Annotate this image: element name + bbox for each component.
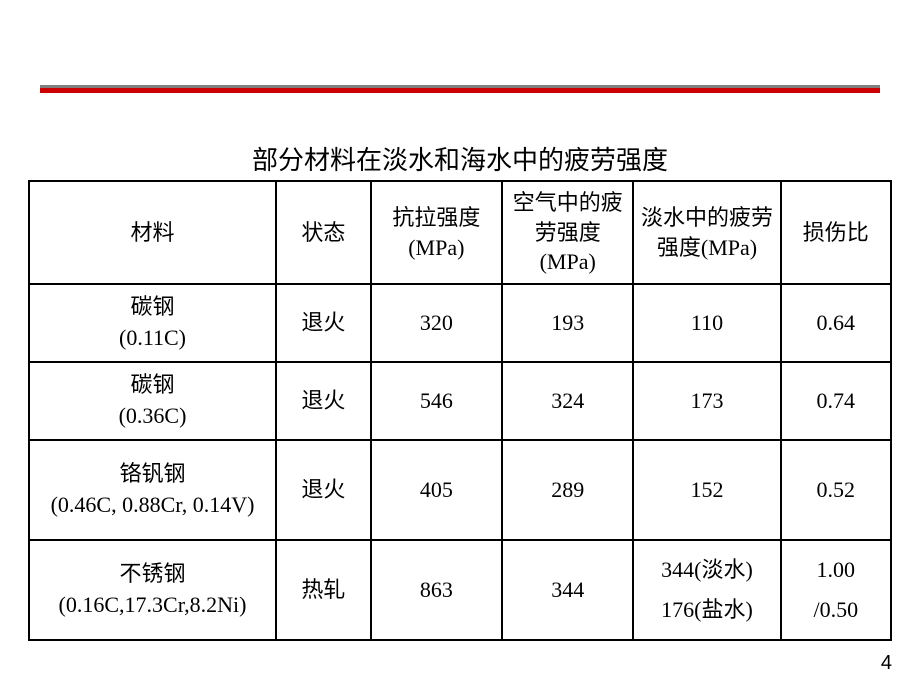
cell-water: 152 <box>633 440 780 540</box>
fatigue-table: 材料 状态 抗拉强度(MPa) 空气中的疲劳强度(MPa) 淡水中的疲劳强度(M… <box>28 180 892 641</box>
cell-material: 不锈钢 (0.16C,17.3Cr,8.2Ni) <box>29 540 276 640</box>
ratio-b: /0.50 <box>813 595 858 625</box>
cell-water: 110 <box>633 284 780 362</box>
col-header-tensile: 抗拉强度(MPa) <box>371 181 502 284</box>
material-name: 碳钢 <box>34 370 271 401</box>
table-row: 碳钢 (0.36C) 退火 546 324 173 0.74 <box>29 362 891 440</box>
cell-material: 铬钒钢 (0.46C, 0.88Cr, 0.14V) <box>29 440 276 540</box>
cell-state: 退火 <box>276 362 371 440</box>
table-row: 不锈钢 (0.16C,17.3Cr,8.2Ni) 热轧 863 344 344(… <box>29 540 891 640</box>
material-name: 碳钢 <box>34 292 271 323</box>
col-header-material: 材料 <box>29 181 276 284</box>
material-comp: (0.11C) <box>34 323 271 354</box>
col-header-ratio: 损伤比 <box>781 181 891 284</box>
cell-water: 173 <box>633 362 780 440</box>
cell-water: 344(淡水) 176(盐水) <box>633 540 780 640</box>
cell-material: 碳钢 (0.11C) <box>29 284 276 362</box>
material-comp: (0.46C, 0.88Cr, 0.14V) <box>34 490 271 521</box>
material-name: 铬钒钢 <box>34 459 271 490</box>
cell-state: 退火 <box>276 284 371 362</box>
col-header-state: 状态 <box>276 181 371 284</box>
cell-air: 324 <box>502 362 633 440</box>
col-header-water: 淡水中的疲劳强度(MPa) <box>633 181 780 284</box>
cell-air: 289 <box>502 440 633 540</box>
ratio-a: 1.00 <box>817 555 856 585</box>
cell-tensile: 546 <box>371 362 502 440</box>
cell-tensile: 320 <box>371 284 502 362</box>
header-accent-red <box>40 88 880 93</box>
cell-air: 193 <box>502 284 633 362</box>
table-row: 碳钢 (0.11C) 退火 320 193 110 0.64 <box>29 284 891 362</box>
water-salt: 176(盐水) <box>661 595 753 625</box>
table-row: 铬钒钢 (0.46C, 0.88Cr, 0.14V) 退火 405 289 15… <box>29 440 891 540</box>
water-fresh: 344(淡水) <box>661 555 753 585</box>
col-header-air: 空气中的疲劳强度(MPa) <box>502 181 633 284</box>
material-comp: (0.36C) <box>34 401 271 432</box>
cell-air: 344 <box>502 540 633 640</box>
cell-ratio: 0.74 <box>781 362 891 440</box>
material-comp: (0.16C,17.3Cr,8.2Ni) <box>34 590 271 621</box>
cell-ratio: 0.64 <box>781 284 891 362</box>
cell-state: 退火 <box>276 440 371 540</box>
cell-tensile: 405 <box>371 440 502 540</box>
cell-tensile: 863 <box>371 540 502 640</box>
cell-material: 碳钢 (0.36C) <box>29 362 276 440</box>
page-number: 4 <box>881 652 892 675</box>
material-name: 不锈钢 <box>34 559 271 590</box>
page-title: 部分材料在淡水和海水中的疲劳强度 <box>0 140 920 177</box>
table-header-row: 材料 状态 抗拉强度(MPa) 空气中的疲劳强度(MPa) 淡水中的疲劳强度(M… <box>29 181 891 284</box>
cell-state: 热轧 <box>276 540 371 640</box>
cell-ratio: 1.00 /0.50 <box>781 540 891 640</box>
cell-ratio: 0.52 <box>781 440 891 540</box>
